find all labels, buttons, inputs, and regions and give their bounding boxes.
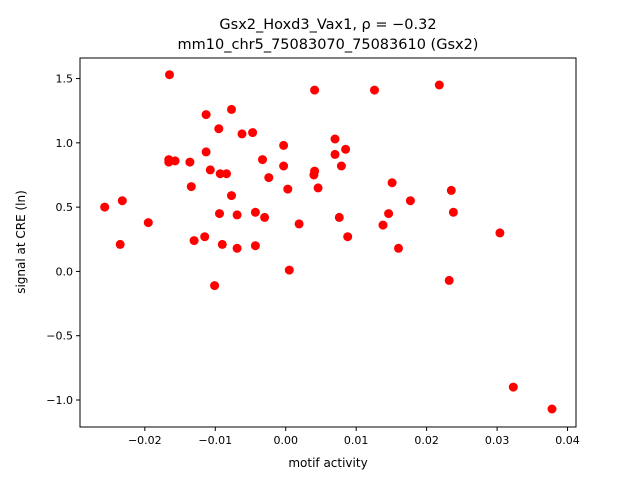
data-point [495, 228, 505, 238]
y-tick-label: −0.5 [46, 330, 73, 343]
data-point [310, 85, 320, 95]
data-point [336, 161, 346, 171]
y-tick-label: 1.5 [56, 73, 74, 86]
data-point [185, 157, 195, 167]
data-point [222, 169, 231, 179]
x-tick-label: −0.01 [198, 434, 232, 447]
data-point [378, 220, 388, 230]
data-point [446, 185, 456, 195]
data-point [284, 265, 294, 275]
data-point [214, 124, 224, 134]
data-point [248, 128, 258, 138]
data-point [201, 147, 211, 157]
data-point [237, 129, 247, 139]
data-point [186, 182, 196, 192]
x-tick-label: −0.02 [128, 434, 162, 447]
data-point [387, 178, 397, 188]
x-axis-label: motif activity [288, 456, 367, 470]
data-point [215, 169, 225, 179]
y-tick-label: 0.0 [56, 265, 74, 278]
data-point [330, 134, 340, 144]
data-point [232, 243, 242, 253]
data-point [250, 241, 260, 251]
x-axis-ticks: −0.02 −0.01 0.00 0.01 0.02 0.03 0.04 [128, 427, 580, 447]
data-point [227, 191, 236, 201]
data-point [283, 184, 293, 194]
data-point [547, 404, 557, 414]
data-point [343, 232, 353, 242]
chart-title-line1: Gsx2_Hoxd3_Vax1, ρ = −0.32 [219, 17, 436, 33]
data-point [227, 104, 236, 114]
data-point [189, 236, 199, 246]
y-axis-ticks: −1.0 −0.5 0.0 0.5 1.0 1.5 [46, 73, 80, 407]
x-tick-label: 0.02 [414, 434, 439, 447]
data-point [294, 219, 304, 229]
plot-frame [79, 57, 577, 428]
data-point [279, 161, 289, 171]
data-point [210, 281, 220, 291]
x-tick-label: 0.04 [555, 434, 580, 447]
data-point [370, 85, 379, 95]
data-point [264, 173, 274, 183]
data-points [100, 70, 557, 414]
data-point [330, 149, 340, 159]
data-point [100, 202, 110, 212]
data-point [313, 183, 323, 193]
x-tick-label: 0.01 [344, 434, 369, 447]
data-point [250, 207, 260, 217]
x-tick-label: 0.00 [273, 434, 298, 447]
y-axis-label: signal at CRE (ln) [14, 190, 28, 294]
data-point [508, 382, 518, 392]
data-point [394, 243, 403, 253]
data-point [205, 165, 215, 175]
data-point [405, 196, 415, 206]
data-point [115, 239, 125, 249]
data-point [279, 140, 289, 150]
chart-title-line2: mm10_chr5_75083070_75083610 (Gsx2) [178, 37, 479, 53]
y-tick-label: 0.5 [56, 201, 74, 214]
data-point [444, 275, 454, 285]
data-point [165, 70, 174, 80]
data-point [260, 212, 270, 222]
y-tick-label: 1.0 [56, 137, 74, 150]
data-point [170, 156, 180, 166]
data-point [258, 155, 267, 165]
data-point [309, 170, 319, 180]
data-point [143, 218, 153, 228]
y-tick-label: −1.0 [46, 394, 73, 407]
data-point [448, 207, 458, 217]
data-point [232, 210, 242, 220]
x-tick-label: 0.03 [485, 434, 510, 447]
data-point [117, 196, 127, 206]
data-point [200, 232, 210, 242]
data-point [434, 80, 444, 90]
data-point [334, 212, 344, 222]
data-point [201, 110, 211, 120]
data-point [215, 209, 224, 219]
data-point [384, 209, 394, 219]
data-point [217, 239, 227, 249]
data-point [341, 144, 351, 154]
